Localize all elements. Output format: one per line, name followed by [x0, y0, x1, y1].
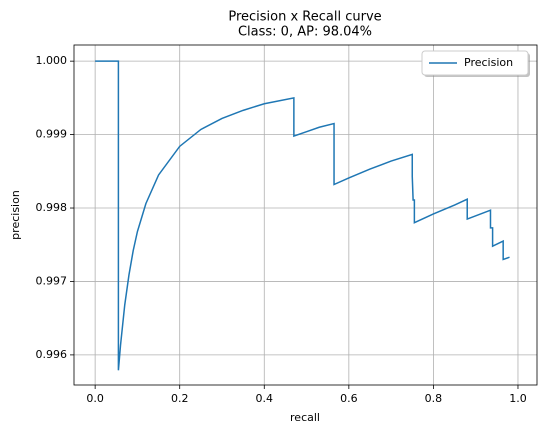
y-tick-label: 0.999 — [36, 128, 68, 141]
x-tick-label: 0.8 — [425, 392, 443, 405]
y-tick-label: 1.000 — [36, 54, 68, 67]
y-tick-label: 0.996 — [36, 348, 68, 361]
x-axis-label: recall — [290, 411, 320, 424]
x-tick-label: 1.0 — [509, 392, 527, 405]
y-axis-label: precision — [9, 190, 22, 240]
y-tick-label: 0.998 — [36, 201, 68, 214]
legend-box — [421, 50, 529, 76]
x-tick-label: 0.0 — [86, 392, 104, 405]
plot-frame — [73, 44, 538, 386]
x-tick-label: 0.6 — [340, 392, 358, 405]
data-line — [95, 60, 510, 371]
chart-subtitle: Class: 0, AP: 98.04% — [238, 25, 372, 40]
y-tick-label: 0.997 — [36, 274, 68, 287]
chart-title: Precision x Recall curve — [228, 10, 381, 25]
x-tick-label: 0.4 — [256, 392, 274, 405]
legend-label: Precision — [464, 56, 513, 69]
x-tick-label: 0.2 — [171, 392, 189, 405]
